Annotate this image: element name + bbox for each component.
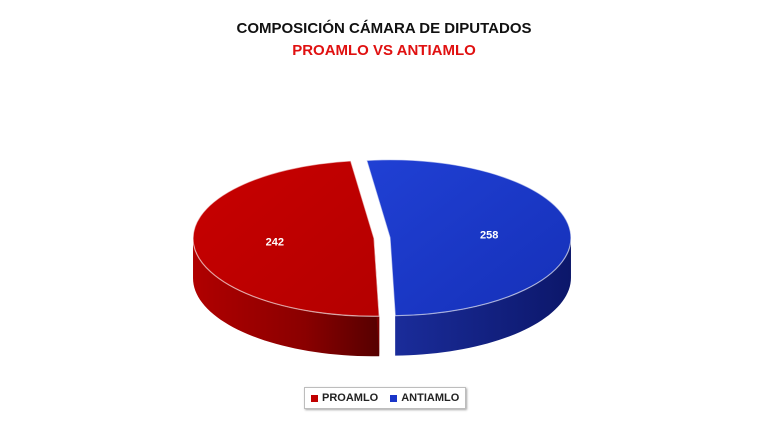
legend-label-antiamlo: ANTIAMLO	[401, 392, 460, 404]
chart-title: COMPOSICIÓN CÁMARA DE DIPUTADOS	[236, 20, 532, 37]
chart-titles: COMPOSICIÓN CÁMARA DE DIPUTADOS PROAMLO …	[0, 18, 768, 62]
slice-side-antiamlo	[395, 237, 571, 356]
legend-swatch-antiamlo	[390, 394, 398, 402]
data-label-antiamlo: 258	[480, 229, 498, 241]
data-label-proamlo: 242	[266, 237, 284, 249]
chart-subtitle: PROAMLO VS ANTIAMLO	[292, 42, 476, 59]
slice-proamlo	[192, 160, 380, 317]
legend-label-proamlo: PROAMLO	[322, 392, 379, 404]
legend-swatch-proamlo	[311, 394, 318, 402]
slice-antiamlo	[365, 159, 572, 317]
legend-item-antiamlo: ANTIAMLO	[390, 392, 459, 404]
slice-side-proamlo	[193, 238, 380, 357]
legend-item-proamlo: PROAMLO	[311, 392, 378, 404]
chart-legend: PROAMLO ANTIAMLO	[304, 387, 467, 409]
